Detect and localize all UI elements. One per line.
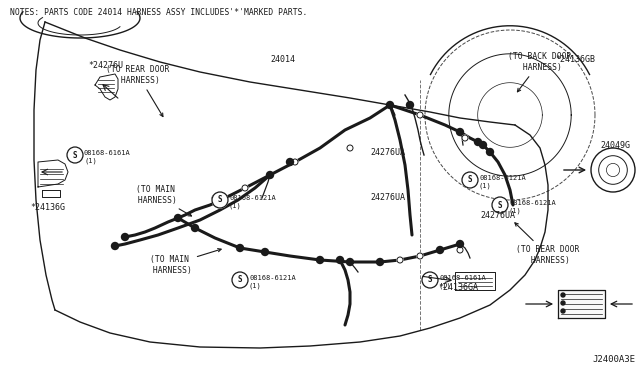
Circle shape	[462, 172, 478, 188]
Text: (1): (1)	[509, 208, 522, 214]
Text: 08168-6161A: 08168-6161A	[439, 275, 486, 281]
Text: (1): (1)	[249, 283, 262, 289]
Circle shape	[175, 215, 182, 221]
Text: 24276UA: 24276UA	[370, 148, 405, 157]
Text: *24136GA: *24136GA	[438, 283, 478, 292]
Polygon shape	[38, 160, 68, 187]
Text: (1): (1)	[479, 183, 492, 189]
Text: *24136GB: *24136GB	[555, 55, 595, 64]
Circle shape	[337, 257, 344, 263]
Text: 24014: 24014	[270, 55, 295, 64]
Text: 08168-6121A: 08168-6121A	[509, 200, 556, 206]
Circle shape	[456, 128, 463, 135]
Text: 24049G: 24049G	[600, 141, 630, 150]
Text: (1): (1)	[84, 158, 97, 164]
Circle shape	[292, 159, 298, 165]
Circle shape	[387, 102, 394, 109]
Circle shape	[397, 257, 403, 263]
Text: S: S	[498, 201, 502, 209]
Circle shape	[456, 241, 463, 247]
Circle shape	[237, 244, 243, 251]
Text: S: S	[237, 276, 243, 285]
Circle shape	[232, 272, 248, 288]
Text: 08168-6121A: 08168-6121A	[229, 195, 276, 201]
Text: (1): (1)	[229, 203, 242, 209]
Circle shape	[417, 112, 423, 118]
Text: (TO REAR DOOR
 HARNESS): (TO REAR DOOR HARNESS)	[515, 223, 580, 265]
Circle shape	[561, 293, 565, 297]
Text: 08168-6161A: 08168-6161A	[84, 150, 131, 156]
Text: (TO MAIN
 HARNESS): (TO MAIN HARNESS)	[148, 248, 221, 275]
Circle shape	[436, 247, 444, 253]
Circle shape	[111, 243, 118, 250]
Circle shape	[462, 135, 468, 141]
Text: *24136G: *24136G	[30, 203, 65, 212]
Circle shape	[492, 197, 508, 213]
Circle shape	[376, 259, 383, 266]
Text: 08168-6121A: 08168-6121A	[479, 175, 525, 181]
Circle shape	[122, 234, 129, 241]
Polygon shape	[455, 272, 495, 290]
Text: 24276UA: 24276UA	[370, 193, 405, 202]
Text: (TO REAR DOOR
 HARNESS): (TO REAR DOOR HARNESS)	[106, 65, 170, 116]
Text: S: S	[468, 176, 472, 185]
Circle shape	[591, 148, 635, 192]
Circle shape	[486, 148, 493, 155]
Circle shape	[212, 195, 218, 201]
Text: (TO BACK DOOR
 HARNESS): (TO BACK DOOR HARNESS)	[508, 52, 572, 92]
Circle shape	[287, 158, 294, 166]
Text: (1): (1)	[439, 283, 452, 289]
Text: 08168-6121A: 08168-6121A	[249, 275, 296, 281]
Text: NOTES: PARTS CODE 24014 HARNESS ASSY INCLUDES'*'MARKED PARTS.: NOTES: PARTS CODE 24014 HARNESS ASSY INC…	[10, 8, 307, 17]
Text: S: S	[428, 276, 432, 285]
Circle shape	[346, 259, 353, 266]
Polygon shape	[558, 290, 605, 318]
Circle shape	[561, 309, 565, 313]
Text: S: S	[73, 151, 77, 160]
Circle shape	[474, 138, 481, 145]
Circle shape	[191, 224, 198, 231]
Circle shape	[479, 141, 486, 148]
Circle shape	[266, 171, 273, 179]
Circle shape	[262, 248, 269, 256]
Text: S: S	[218, 196, 222, 205]
Circle shape	[422, 272, 438, 288]
Text: J2400A3E: J2400A3E	[592, 355, 635, 364]
Text: 24276UA: 24276UA	[480, 211, 515, 220]
Text: *24276U: *24276U	[88, 61, 123, 70]
Circle shape	[242, 185, 248, 191]
Circle shape	[417, 253, 423, 259]
Circle shape	[561, 301, 565, 305]
Circle shape	[457, 247, 463, 253]
Circle shape	[347, 145, 353, 151]
Circle shape	[67, 147, 83, 163]
Circle shape	[212, 192, 228, 208]
Text: (TO MAIN
 HARNESS): (TO MAIN HARNESS)	[133, 185, 191, 216]
Circle shape	[406, 102, 413, 109]
Circle shape	[317, 257, 323, 263]
